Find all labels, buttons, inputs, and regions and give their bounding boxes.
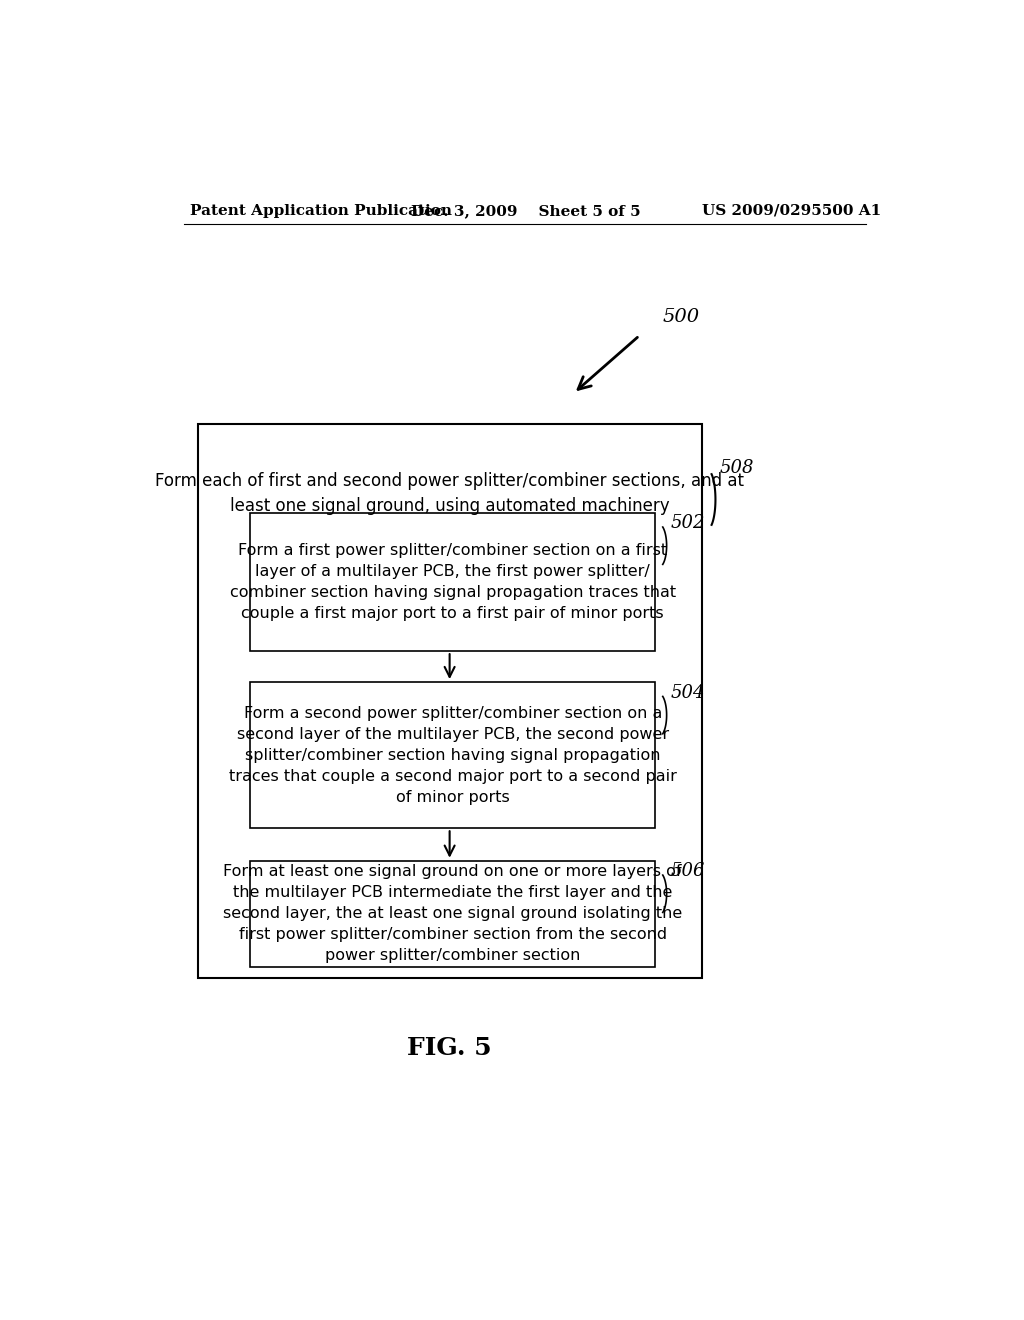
Bar <box>198 424 701 978</box>
Text: Patent Application Publication: Patent Application Publication <box>190 203 452 218</box>
Text: FIG. 5: FIG. 5 <box>408 1036 492 1060</box>
Text: Form each of first and second power splitter/combiner sections, and at
least one: Form each of first and second power spli… <box>155 471 744 515</box>
Text: 502: 502 <box>671 515 705 532</box>
Text: Form a first power splitter/combiner section on a first
layer of a multilayer PC: Form a first power splitter/combiner sec… <box>229 543 676 620</box>
Text: US 2009/0295500 A1: US 2009/0295500 A1 <box>701 203 881 218</box>
Text: 508: 508 <box>719 459 754 477</box>
Text: Dec. 3, 2009    Sheet 5 of 5: Dec. 3, 2009 Sheet 5 of 5 <box>411 203 640 218</box>
Text: 506: 506 <box>671 862 705 880</box>
Bar <box>251 861 655 966</box>
Text: Form at least one signal ground on one or more layers of
the multilayer PCB inte: Form at least one signal ground on one o… <box>223 865 682 964</box>
Text: 500: 500 <box>663 309 699 326</box>
Text: Form a second power splitter/combiner section on a
second layer of the multilaye: Form a second power splitter/combiner se… <box>228 706 677 805</box>
Bar <box>251 682 655 829</box>
Text: 504: 504 <box>671 684 705 701</box>
Bar <box>251 512 655 651</box>
